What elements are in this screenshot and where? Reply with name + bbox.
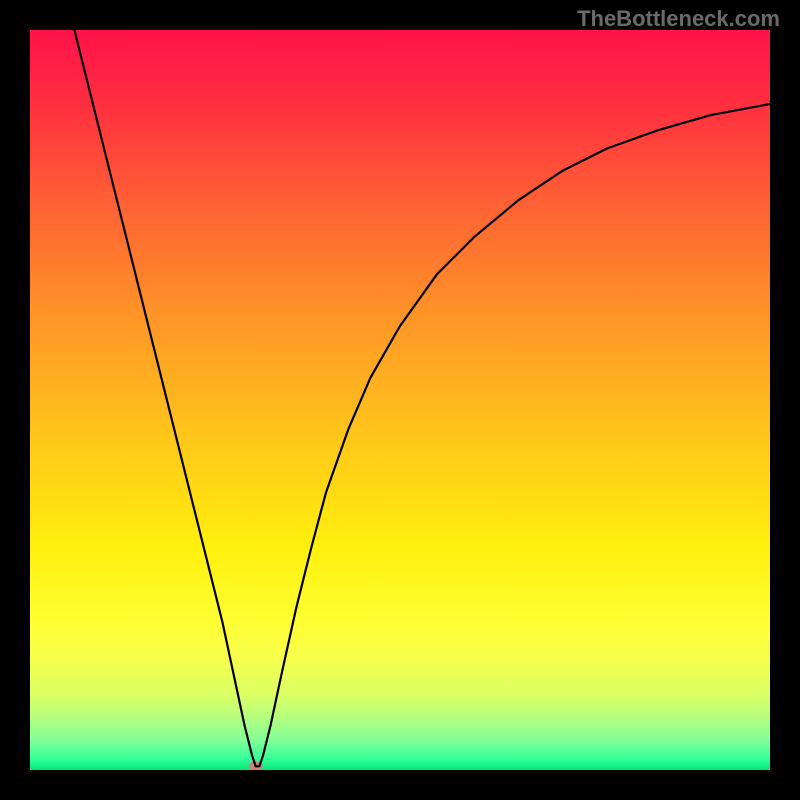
- gradient-chart-svg: [30, 30, 770, 770]
- plot-area: [30, 30, 770, 770]
- chart-root: TheBottleneck.com: [0, 0, 800, 800]
- gradient-background: [30, 30, 770, 770]
- watermark-text: TheBottleneck.com: [577, 6, 780, 32]
